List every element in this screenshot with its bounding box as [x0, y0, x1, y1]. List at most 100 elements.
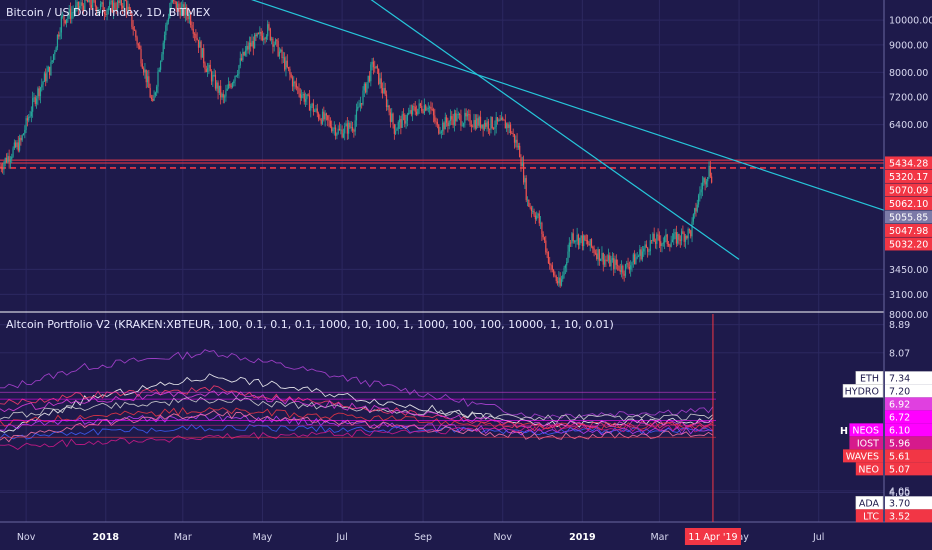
candle-body [247, 45, 249, 50]
candle-body [383, 88, 385, 94]
price-tag-label: 5062.10 [889, 199, 928, 210]
candle-body [583, 235, 585, 247]
series-tag[interactable]: 5.61 WAVES [843, 449, 932, 463]
candle-body [679, 239, 681, 241]
candle-body [614, 259, 616, 270]
candle-body [453, 113, 456, 126]
series-name-bg [855, 462, 883, 476]
series-value-label: 7.20 [889, 386, 910, 397]
candle-body [286, 60, 288, 68]
candle-body [478, 116, 480, 126]
time-axis[interactable]: Nov2018MarMayJulSepNov2019MarMayJul11 Ap… [17, 528, 825, 545]
candle-body [351, 127, 354, 131]
candle-body [86, 0, 89, 3]
candle-body [358, 106, 360, 108]
candle-body [594, 252, 597, 254]
price-tag[interactable]: 5062.10 [885, 196, 932, 210]
price-tag[interactable]: 5434.28 [885, 156, 932, 170]
series-value-bg [885, 371, 932, 385]
candle-body [7, 156, 9, 163]
candle-body [111, 0, 113, 13]
candle-body [212, 75, 214, 82]
price-tag[interactable]: 5070.09 [885, 183, 932, 197]
candle-body [567, 251, 569, 262]
candle-body [509, 124, 512, 134]
candle-body [257, 33, 260, 35]
series-tag[interactable]: 7.34 ETH [855, 371, 932, 385]
candle-body [470, 125, 472, 127]
series-tag[interactable]: 6.10 NEOS [849, 423, 932, 437]
candle-body [417, 108, 419, 115]
trendlines[interactable] [77, 0, 890, 260]
series-tag[interactable]: 3.52 LTC [855, 509, 932, 523]
candle-body [12, 148, 14, 157]
candle-body [670, 242, 672, 247]
candle-body [447, 122, 449, 126]
oscillator-tick-label: 4.05 [889, 486, 910, 497]
price-tag[interactable]: 5032.20 [885, 237, 932, 251]
series-tag[interactable]: 5.96 IOST [849, 436, 932, 450]
series-tag[interactable]: 6.72 [885, 410, 932, 424]
trendline[interactable] [77, 0, 890, 212]
candle-body [175, 1, 177, 9]
candle-body [190, 14, 192, 26]
candle-body [539, 222, 542, 224]
candle-body [59, 32, 61, 37]
candle-body [226, 88, 228, 91]
candle-body [60, 16, 62, 33]
price-tag[interactable]: 5055.85 [885, 210, 932, 224]
candle-body [204, 63, 206, 70]
oscillator-tick-label: 8.89 [889, 320, 910, 331]
price-axis[interactable]: 10000.009000.008000.007200.006400.005500… [885, 16, 932, 301]
candle-body [259, 31, 261, 34]
candle-body [618, 265, 620, 270]
candle-body [2, 168, 4, 170]
candle-body [483, 122, 486, 130]
candle-body [218, 85, 220, 93]
candle-body [571, 233, 573, 244]
candle-body [56, 34, 59, 48]
candle-body [231, 83, 234, 88]
series-tag[interactable]: 5.07 NEO [855, 462, 932, 476]
portfolio-line [0, 424, 714, 451]
candle-body [674, 232, 676, 234]
series-tag[interactable]: 6.92 [885, 397, 932, 411]
candle-body [320, 119, 322, 124]
candle-body [196, 38, 198, 40]
candle-body [301, 95, 303, 98]
series-value-label: 5.07 [889, 464, 910, 475]
series-tag[interactable]: 3.70 ADA [855, 496, 932, 510]
trendline[interactable] [308, 0, 740, 260]
time-tick-label: Mar [650, 532, 668, 543]
candle-body [648, 251, 650, 253]
time-tick-label: Mar [174, 532, 192, 543]
candle-body [667, 244, 670, 246]
candle-body [237, 74, 239, 76]
candle-body [473, 119, 475, 127]
candle-body [0, 166, 2, 169]
price-tag[interactable]: 5320.17 [885, 169, 932, 183]
candle-body [387, 105, 389, 108]
candle-body [342, 133, 345, 138]
candle-body [332, 128, 334, 132]
candle-body [423, 105, 425, 113]
candle-body [409, 110, 411, 113]
candle-body [205, 69, 207, 73]
candle-body [282, 57, 284, 59]
oscillator-axis[interactable]: 8000.008.89 8.07 4.054.00 7.34 ETH 7.20 HYDRO 6… [840, 310, 932, 523]
candle-body [617, 264, 619, 266]
candle-body [697, 195, 700, 205]
candle-body [553, 269, 555, 276]
candle-body [491, 117, 493, 129]
series-tag[interactable]: 7.20 HYDRO [842, 384, 932, 398]
candle-body [141, 63, 143, 69]
candle-body [174, 0, 176, 2]
candle-body [256, 33, 258, 37]
candle-body [167, 18, 170, 22]
candle-body [541, 222, 543, 234]
series-name-bg [843, 449, 883, 463]
price-tag[interactable]: 5047.98 [885, 223, 932, 237]
candle-body [349, 122, 351, 128]
